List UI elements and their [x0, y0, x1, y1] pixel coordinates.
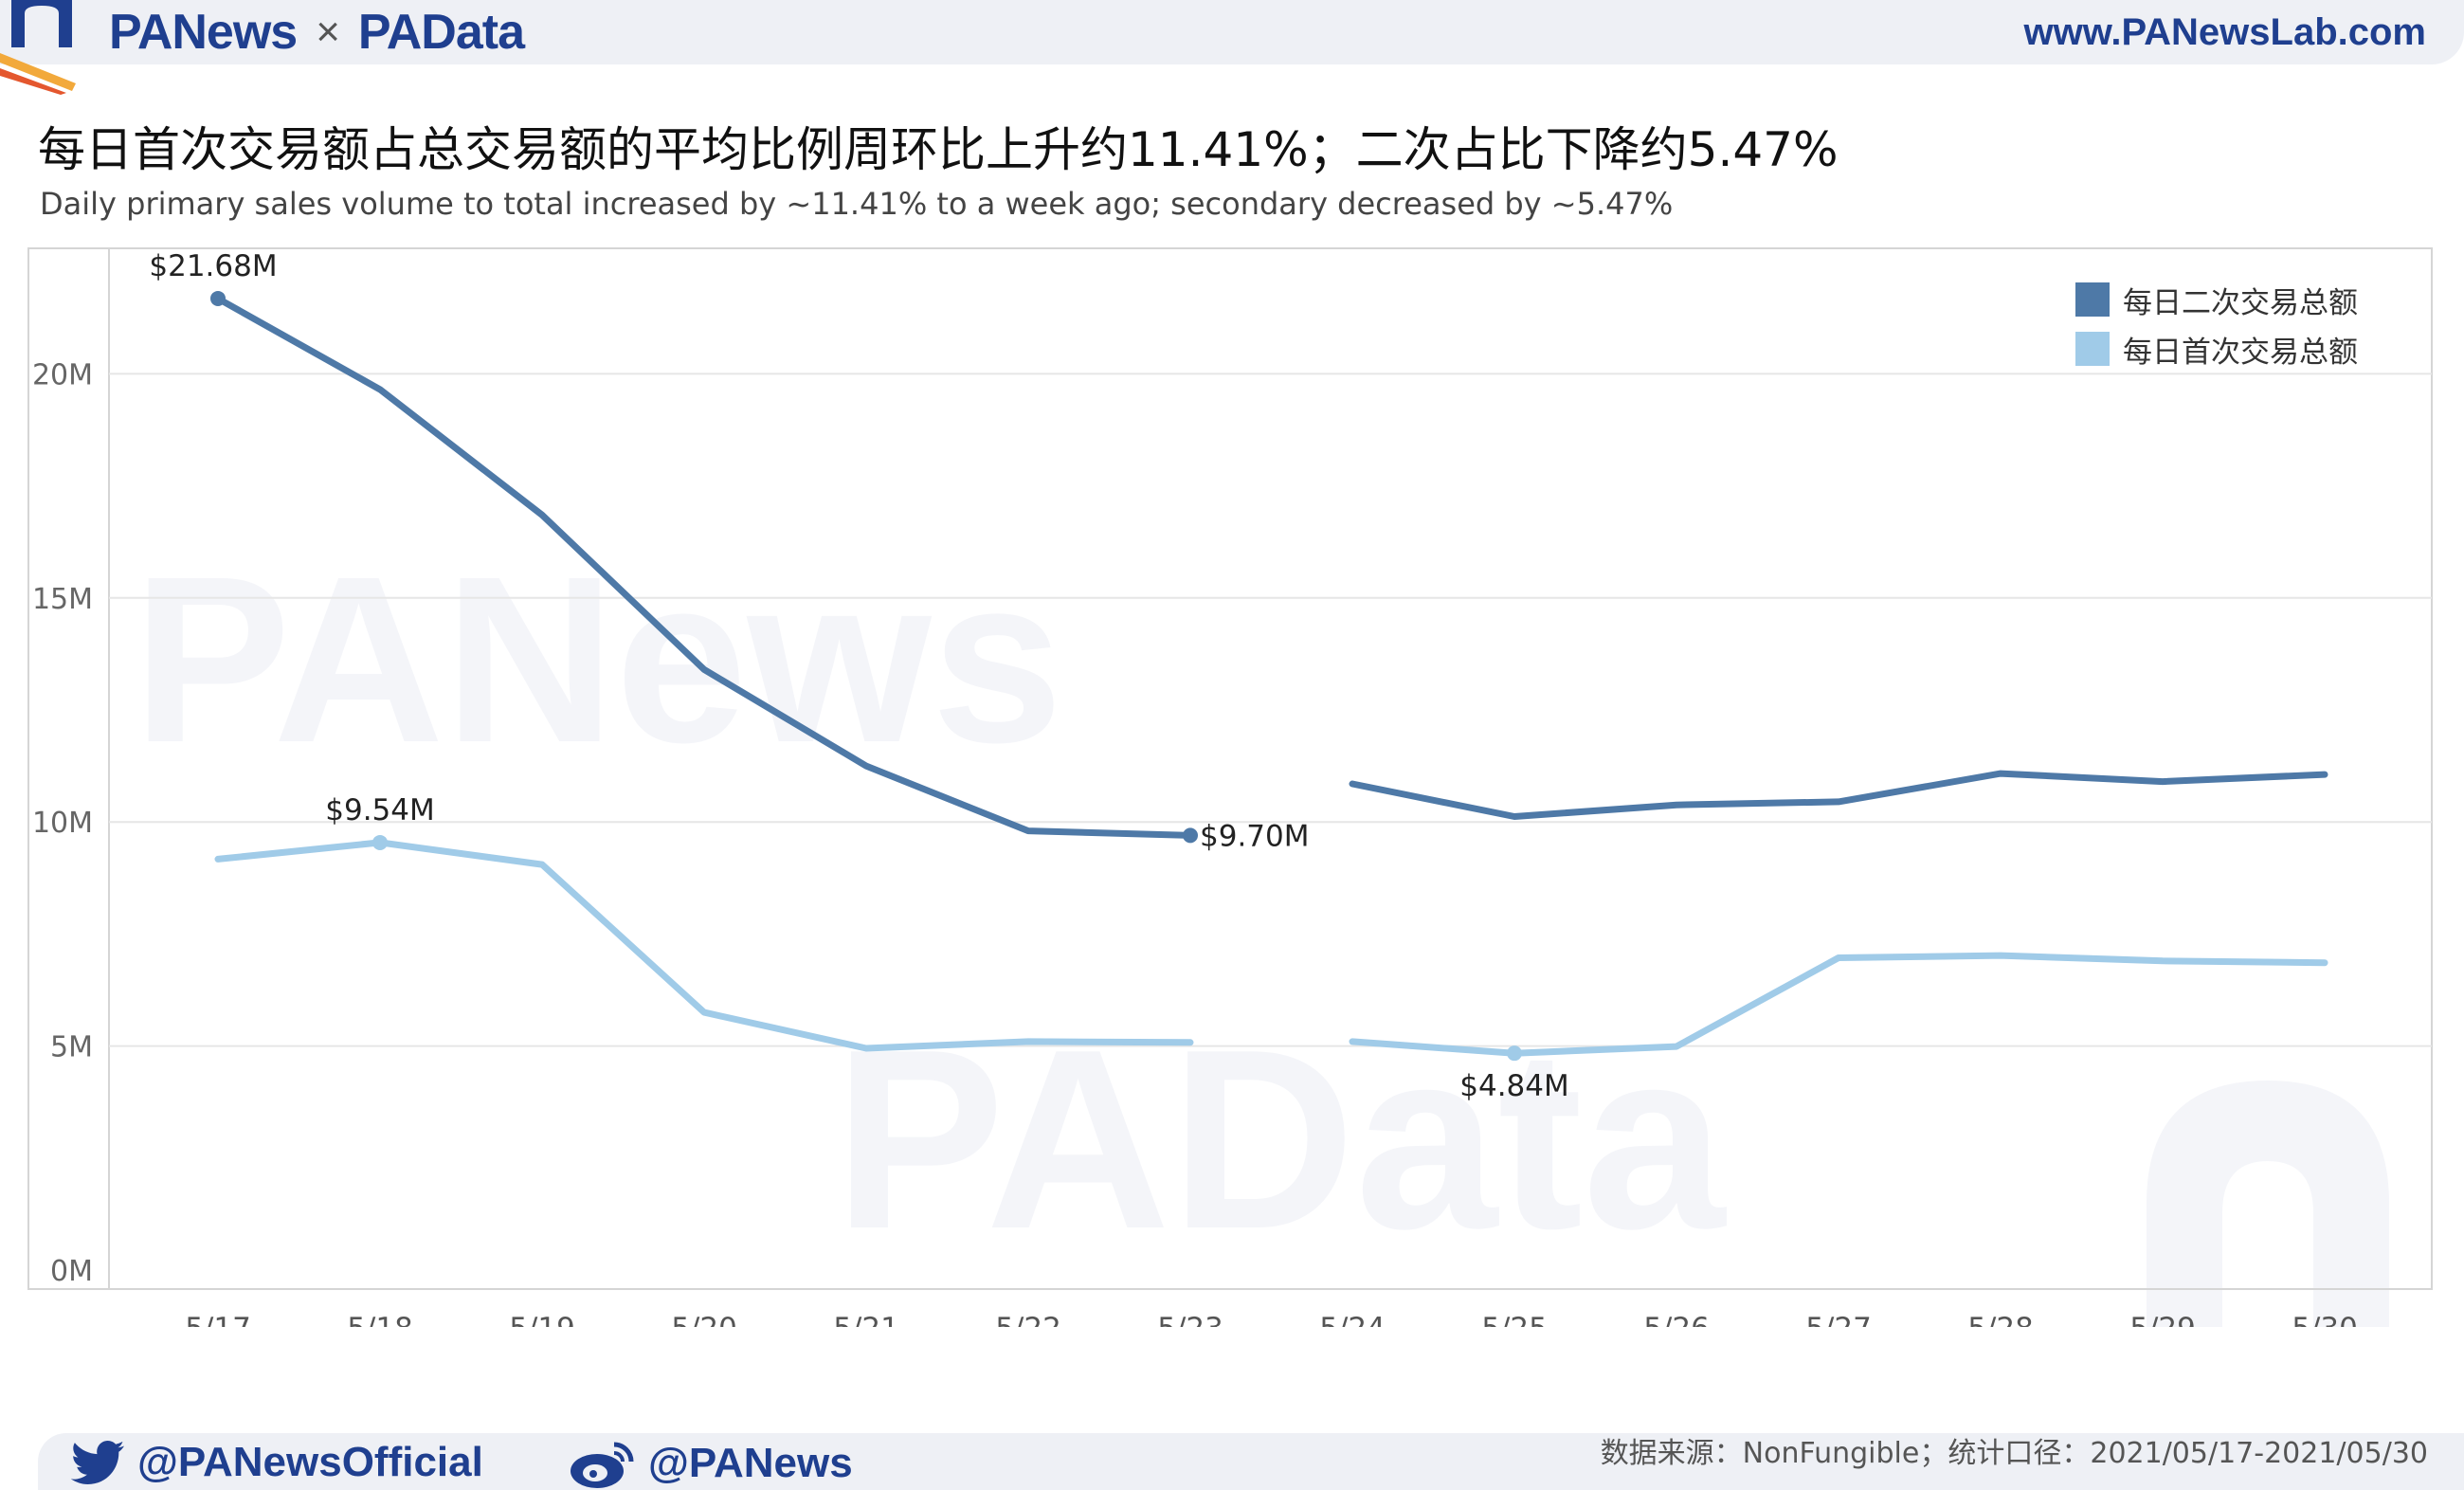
- brand-separator: ×: [316, 9, 340, 55]
- secondary-series-line: [214, 295, 1194, 839]
- data-label: $21.68M: [149, 249, 277, 283]
- brand-panews: PANews: [109, 5, 298, 60]
- watermark-logo-icon: [2147, 1081, 2389, 1327]
- weibo-handle-label: @PANews: [648, 1440, 853, 1486]
- line-chart: PANews PAData 0M 5M 10M 15M 20M 5/17 5/18 5/19…: [27, 247, 2433, 1327]
- data-point-marker: [210, 290, 226, 306]
- x-tick-label: 5/19: [509, 1312, 575, 1327]
- legend-label-primary: 每日首次交易总额: [2123, 335, 2358, 370]
- x-tick-label: 5/24: [1319, 1312, 1386, 1327]
- x-tick-label: 5/18: [347, 1312, 413, 1327]
- data-label: $4.84M: [1459, 1069, 1569, 1103]
- data-source-note: 数据来源：NonFungible；统计口径：2021/05/17-2021/05…: [1600, 1437, 2428, 1470]
- data-label: $9.70M: [1200, 819, 1310, 853]
- x-tick-label: 5/27: [1805, 1312, 1872, 1327]
- watermark-padata: PAData: [834, 997, 1727, 1282]
- chart-title: 每日首次交易额占总交易额的平均比例周环比上升约11.41%；二次占比下降约5.4…: [38, 122, 1839, 177]
- twitter-bird-icon: [71, 1441, 124, 1484]
- brand-padata: PAData: [357, 5, 525, 60]
- twitter-handle-label: @PANewsOfficial: [137, 1439, 483, 1485]
- panews-logo-icon: [0, 0, 76, 95]
- x-tick-label: 5/28: [1967, 1312, 2034, 1327]
- legend-label-secondary: 每日二次交易总额: [2123, 285, 2358, 320]
- y-tick-label: 20M: [32, 358, 93, 391]
- weibo-handle[interactable]: @PANews: [569, 1439, 853, 1488]
- x-tick-label: 5/21: [833, 1312, 899, 1327]
- weibo-icon: [571, 1442, 634, 1488]
- legend-item-primary: 每日首次交易总额: [2075, 324, 2358, 373]
- x-tick-label: 5/26: [1643, 1312, 1710, 1327]
- y-tick-label: 10M: [32, 807, 93, 840]
- header-bar: [0, 0, 2464, 64]
- data-label: $9.54M: [325, 793, 435, 827]
- plot-frame: [27, 247, 2433, 1290]
- x-tick-label: 5/17: [185, 1312, 251, 1327]
- brand-lockup: PANews × PAData: [109, 2, 525, 63]
- twitter-handle[interactable]: @PANewsOfficial: [71, 1439, 483, 1486]
- legend-swatch-secondary: [2075, 282, 2110, 317]
- site-url-link[interactable]: www.PANewsLab.com: [2023, 10, 2426, 53]
- x-tick-label: 5/29: [2129, 1312, 2196, 1327]
- x-tick-label: 5/23: [1157, 1312, 1223, 1327]
- chart-subtitle: Daily primary sales volume to total incr…: [40, 186, 1674, 222]
- y-tick-label: 0M: [50, 1255, 93, 1288]
- data-point-marker: [372, 834, 388, 850]
- legend-swatch-primary: [2075, 332, 2110, 366]
- x-tick-label: 5/25: [1481, 1312, 1548, 1327]
- y-tick-label: 5M: [50, 1031, 93, 1064]
- legend: 每日二次交易总额 每日首次交易总额: [2075, 275, 2358, 373]
- y-tick-label: 15M: [32, 583, 93, 616]
- data-point-marker: [1507, 1045, 1522, 1062]
- watermark-layer: PANews PAData: [133, 527, 2389, 1327]
- x-tick-label: 5/20: [671, 1312, 737, 1327]
- x-tick-label: 5/22: [995, 1312, 1061, 1327]
- legend-item-secondary: 每日二次交易总额: [2075, 275, 2358, 324]
- x-tick-label: 5/30: [2292, 1312, 2358, 1327]
- data-point-marker: [1183, 827, 1198, 844]
- secondary-series-line: [1349, 770, 2328, 820]
